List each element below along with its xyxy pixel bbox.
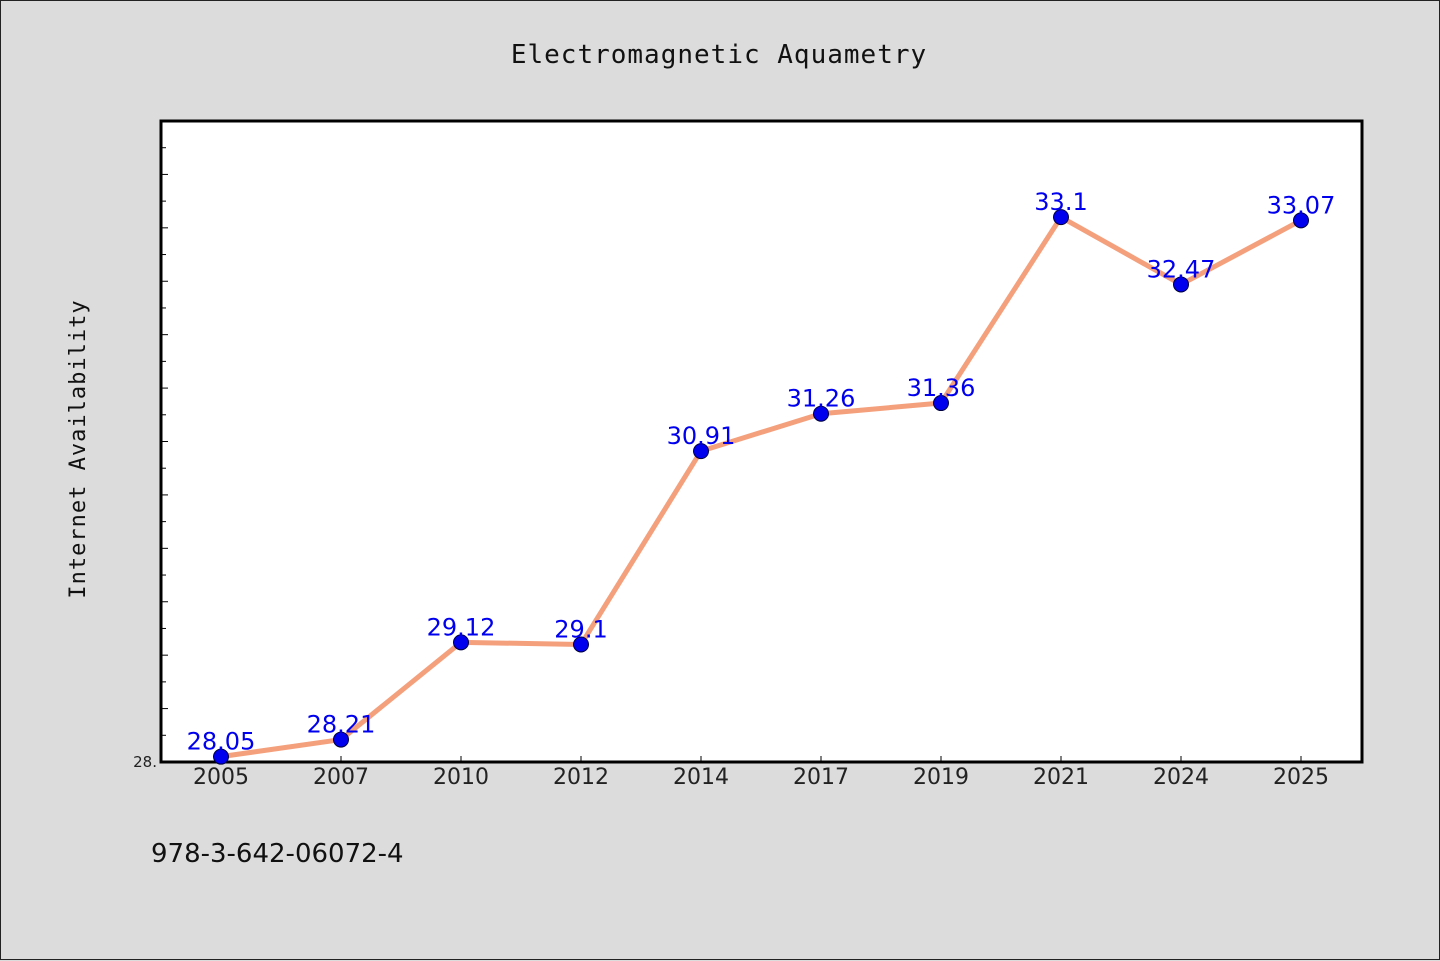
data-point xyxy=(933,395,949,412)
x-tick-label: 2024 xyxy=(1153,765,1209,790)
data-point xyxy=(1173,276,1189,293)
data-label: 31.36 xyxy=(907,374,976,402)
x-tick-label: 2014 xyxy=(673,765,729,790)
x-tick-label: 2025 xyxy=(1273,765,1329,790)
footnote-isbn: 978-3-642-06072-4 xyxy=(151,839,404,869)
x-tick-label: 2012 xyxy=(553,765,609,790)
data-label: 29.12 xyxy=(427,613,496,641)
data-label: 28.21 xyxy=(307,711,376,739)
x-tick-label: 2019 xyxy=(913,765,969,790)
data-label: 30.91 xyxy=(667,422,736,450)
data-label: 28.05 xyxy=(187,728,256,756)
chart-title: Electromagnetic Aquametry xyxy=(511,40,927,70)
data-point xyxy=(213,748,229,765)
data-point xyxy=(333,731,349,748)
data-label: 33.07 xyxy=(1267,191,1336,219)
data-point xyxy=(453,634,469,651)
series-line xyxy=(218,214,1304,760)
data-point xyxy=(1053,209,1069,226)
data-point xyxy=(813,405,829,422)
data-point xyxy=(693,443,709,460)
x-axis-ticks: 2005 2007 2010 2012 2014 2017 2019 2021 2024 2025 xyxy=(193,756,1329,790)
y-tick-label: 28. xyxy=(133,753,157,771)
data-label: 32.47 xyxy=(1147,255,1216,283)
x-tick-label: 2007 xyxy=(313,765,369,790)
x-tick-label: 2021 xyxy=(1033,765,1089,790)
x-tick-label: 2005 xyxy=(193,765,249,790)
data-label: 33.1 xyxy=(1034,188,1087,216)
x-tick-label: 2010 xyxy=(433,765,489,790)
data-label: 29.1 xyxy=(554,615,607,643)
y-axis-ticks xyxy=(161,120,168,763)
data-point xyxy=(573,636,589,653)
series-line-group: 28.05 28.21 29.12 29.1 30.91 31.26 31.36 33.1 32… xyxy=(187,188,1336,765)
data-label: 31.26 xyxy=(787,385,856,413)
x-tick-label: 2017 xyxy=(793,765,849,790)
y-axis-label: Internet Availability xyxy=(66,299,91,598)
plot-area xyxy=(159,119,1364,764)
data-point xyxy=(1293,212,1309,229)
